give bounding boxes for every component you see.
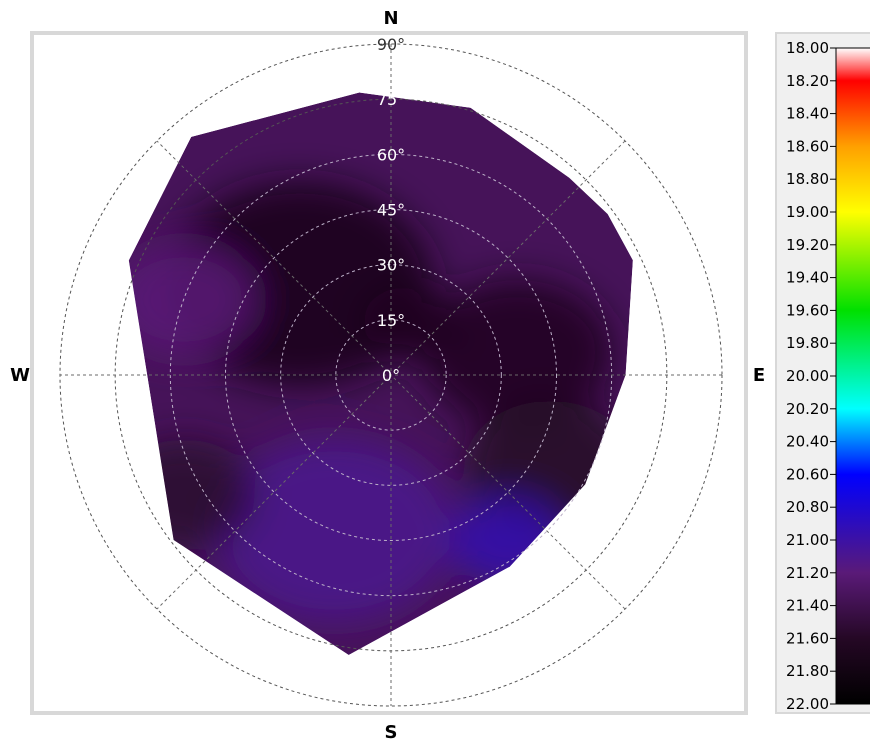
colorbar-tick-label: 18.20 bbox=[786, 72, 829, 90]
ring-label: 15° bbox=[377, 311, 405, 330]
colorbar-tick-label: 20.60 bbox=[786, 465, 829, 483]
compass-north-label: N bbox=[383, 8, 398, 29]
colorbar-tick-label: 21.60 bbox=[786, 629, 829, 647]
sky-value-patches bbox=[128, 181, 633, 623]
polar-grid bbox=[59, 43, 723, 707]
ring-label: 90° bbox=[377, 35, 405, 54]
ring-label: 30° bbox=[377, 256, 405, 275]
ring-label: 75° bbox=[377, 90, 405, 109]
colorbar-tick-label: 19.20 bbox=[786, 236, 829, 254]
compass-east-label: E bbox=[753, 365, 765, 386]
sky-value-patch bbox=[214, 438, 454, 623]
azimuth-spoke bbox=[156, 140, 626, 610]
colorbar-tick-label: 19.40 bbox=[786, 269, 829, 287]
colorbar-tick-label: 21.40 bbox=[786, 597, 829, 615]
colorbar-ramp bbox=[835, 47, 870, 705]
colorbar-tick-label: 21.00 bbox=[786, 531, 829, 549]
colorbar-tick-label: 18.80 bbox=[786, 170, 829, 188]
sky-coverage-map bbox=[128, 92, 633, 655]
ring-label: 60° bbox=[377, 145, 405, 164]
colorbar-tick-label: 18.40 bbox=[786, 105, 829, 123]
ring-label: 45° bbox=[377, 201, 405, 220]
colorbar-tick-label: 19.00 bbox=[786, 203, 829, 221]
compass-west-label: W bbox=[10, 365, 30, 386]
sky-value-patch bbox=[422, 279, 614, 427]
colorbar-tick-label: 21.20 bbox=[786, 564, 829, 582]
colorbar-ticks: 18.00 18.20 18.40 18.60 18.80 19.00 19.20 19.40… bbox=[786, 39, 836, 713]
colorbar-tick-label: 20.20 bbox=[786, 400, 829, 418]
colorbar-tick-label: 18.60 bbox=[786, 137, 829, 155]
ring-label: 0° bbox=[382, 366, 400, 385]
colorbar-tick-label: 20.00 bbox=[786, 367, 829, 385]
ring-labels: 0° 15° 30° 45° 60° 75° 90° bbox=[377, 35, 405, 385]
colorbar-tick-label: 20.80 bbox=[786, 498, 829, 516]
zenith-ring bbox=[225, 209, 557, 541]
colorbar-tick-label: 21.80 bbox=[786, 662, 829, 680]
colorbar-tick-label: 19.80 bbox=[786, 334, 829, 352]
colorbar-tick-label: 18.00 bbox=[786, 39, 829, 57]
zenith-ring bbox=[280, 264, 502, 486]
compass-south-label: S bbox=[385, 722, 398, 743]
colorbar-tick-label: 20.40 bbox=[786, 433, 829, 451]
colorbar-tick-label: 22.00 bbox=[786, 695, 829, 713]
colorbar-tick-label: 19.60 bbox=[786, 301, 829, 319]
